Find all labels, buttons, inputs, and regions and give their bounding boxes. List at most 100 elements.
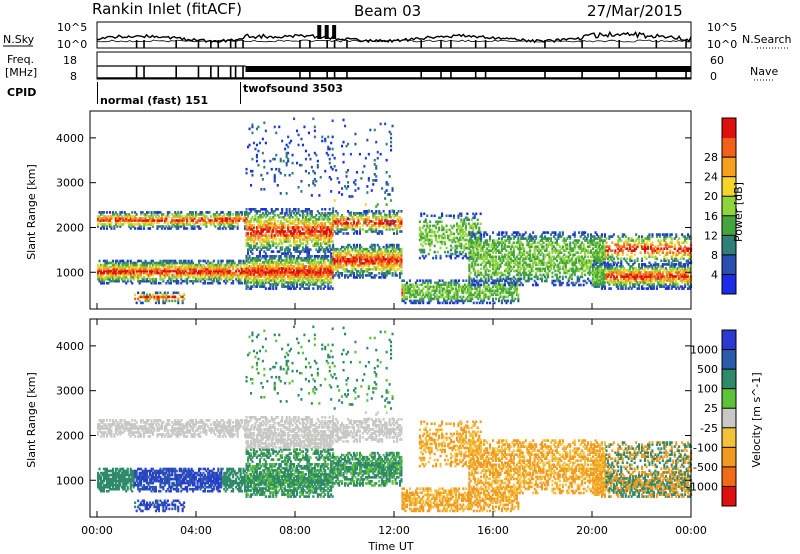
power-cell [181,299,184,303]
power-cell [211,267,214,271]
power-cell [111,273,114,277]
power-cell [193,275,196,279]
power-cell [288,255,291,258]
power-cell [165,281,168,285]
power-cell [141,301,144,305]
power-cell [154,277,157,281]
power-cell [267,275,270,278]
station-title: Rankin Inlet (fitACF) [92,0,242,18]
power-cell [111,213,114,216]
power-cell [247,232,250,235]
power-cell [254,259,257,262]
power-cell [108,275,111,279]
power-cell [250,271,253,274]
power-cell [258,263,261,266]
power-cell [146,211,149,214]
power-cell [321,208,324,211]
power-cell [131,271,134,275]
power-cell [230,219,233,222]
power-cell [275,271,278,274]
power-cell [206,277,209,281]
power-cell [151,215,154,218]
power-cell [131,275,134,279]
power-cell [146,299,149,303]
power-cell [159,269,162,273]
power-cell [232,217,235,220]
power-cell [221,267,224,271]
power-cell [192,221,195,224]
power-cell [134,211,137,214]
power-cell [212,279,215,283]
power-cell [269,257,272,260]
power-cell [150,221,153,224]
power-cell [290,252,293,255]
power-cell [178,223,181,226]
power-cell [168,275,171,279]
power-cell [244,269,247,273]
power-cell [184,277,187,281]
power-cell [248,271,251,274]
power-cell [235,265,238,269]
power-cell [205,273,208,277]
power-cell [433,214,436,218]
power-cell [114,265,117,269]
power-cell [149,295,152,299]
power-cell [144,219,147,222]
power-cell [233,271,236,275]
power-cell [201,217,204,220]
power-cell [221,269,224,273]
power-cell [223,225,226,228]
power-cell [156,225,159,228]
power-cell [147,221,150,224]
power-cell [347,232,350,235]
power-cell [252,277,255,280]
power-cell [149,223,152,226]
power-cell [98,269,101,273]
power-cell [229,227,232,230]
power-cell [270,279,273,282]
power-cell [126,261,129,265]
power-cell [273,271,276,274]
power-cell [489,235,492,238]
power-cell [144,295,147,299]
power-cell [159,273,162,277]
power-cell [291,259,294,262]
power-cell [187,223,190,226]
power-cell [149,293,152,297]
power-cell [235,263,238,267]
power-cell [312,287,315,290]
power-cell [202,213,205,216]
power-cell [238,273,241,277]
power-cell [260,271,263,274]
power-cell [291,285,294,288]
power-cell [181,217,184,220]
power-cell [233,263,236,267]
power-cell [245,263,248,267]
power-cell [135,223,138,226]
power-cell [232,275,235,279]
power-cell [140,293,143,297]
power-cell [123,261,126,265]
power-cell [209,269,212,273]
power-cell [202,223,205,226]
power-cell [110,265,113,269]
power-cell [206,281,209,285]
power-cell [135,265,138,269]
power-cell [282,265,285,268]
power-cell [107,221,110,224]
power-cell [223,215,226,218]
power-cell [183,223,186,226]
power-cell [192,279,195,283]
power-cell [297,208,300,211]
power-cell [227,225,230,228]
power-cell [218,275,221,279]
power-cell [300,273,303,276]
power-cell [190,219,193,222]
power-cell [180,281,183,285]
power-cell [229,213,232,216]
power-cell [168,269,171,273]
power-cell [276,277,279,280]
power-cell [140,265,143,269]
power-cell [150,271,153,275]
power-cell [171,293,174,297]
